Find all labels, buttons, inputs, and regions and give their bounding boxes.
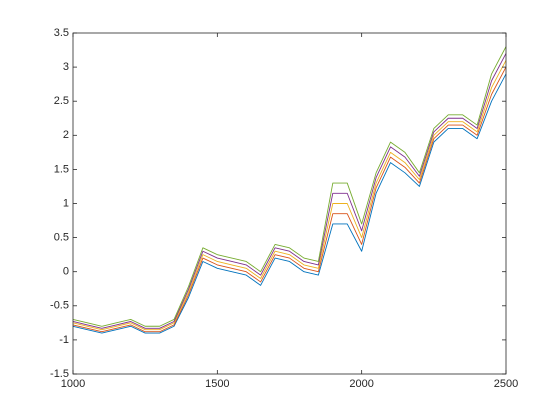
y-tick-label: 1 — [63, 197, 69, 209]
y-tick-label: 2.5 — [54, 95, 69, 107]
y-tick-label: 1.5 — [54, 163, 69, 175]
spectrum-line — [72, 66, 507, 333]
y-tick-label: 3 — [63, 61, 69, 73]
y-tick-label: -1 — [59, 334, 69, 346]
y-tick-label: -0.5 — [50, 300, 69, 312]
plot-area — [73, 33, 506, 374]
y-tick-label: -1.5 — [50, 368, 69, 380]
y-tick-label: 0.5 — [54, 232, 69, 244]
spectrum-line — [72, 60, 507, 331]
y-tick-label: 3.5 — [54, 27, 69, 39]
spectrum-line — [72, 73, 507, 334]
y-tick-label: 0 — [63, 266, 69, 278]
y-tick-label: 2 — [63, 129, 69, 141]
spectrum-line — [72, 46, 507, 327]
x-tick-label: 1500 — [205, 378, 229, 390]
x-tick-label: 2500 — [494, 378, 518, 390]
x-tick-label: 1000 — [61, 378, 85, 390]
x-tick-label: 2000 — [349, 378, 373, 390]
spectrum-line — [72, 53, 507, 329]
